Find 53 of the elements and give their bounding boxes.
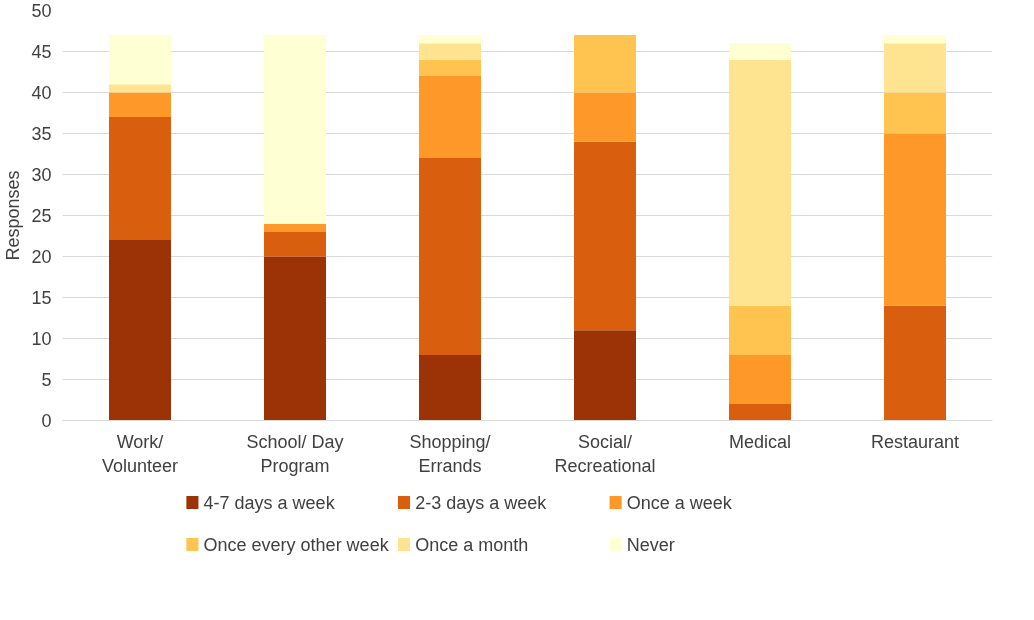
bar [884,92,946,134]
bar [884,133,946,306]
bar [729,404,791,421]
legend-label: Once a week [626,492,733,513]
x-tick-label: Social/ Recreational [554,431,656,476]
y-axis-title: Responses [3,170,24,261]
y-tick-label: 20 [31,247,52,267]
bar [884,305,946,421]
y-tick-label: 45 [31,42,52,62]
legend-label: Once every other week [203,534,390,555]
bar [419,76,481,159]
y-tick-label: 25 [31,206,52,226]
x-tick-label: Restaurant [870,431,960,452]
bar [884,35,946,44]
legend-label: Once a month [415,534,529,555]
bar [729,43,791,60]
y-tick-label: 10 [31,329,52,349]
y-tick-label: 30 [31,165,52,185]
bar [729,354,791,405]
x-tick-label: Work/ Volunteer [101,431,179,476]
legend-label: Never [626,534,675,555]
bar [419,354,481,421]
bar [109,117,171,241]
bar [264,256,326,421]
bar [109,240,171,421]
legend-label: 2-3 days a week [415,492,548,513]
bar [729,59,791,306]
bar [109,92,171,118]
bar [419,59,481,77]
x-tick-label: Medical [728,431,792,452]
bar [574,35,636,93]
y-tick-label: 0 [41,411,52,431]
y-tick-label: 50 [31,1,52,21]
bar [109,84,171,93]
bar [419,43,481,60]
y-tick-label: 40 [31,83,52,103]
bar [574,330,636,421]
x-tick-label: School/ Day Program [246,431,344,476]
bar [264,223,326,232]
bar [419,35,481,44]
y-tick-label: 35 [31,124,52,144]
bar [264,35,326,224]
bar [884,43,946,93]
bar [574,141,636,331]
bar [574,92,636,142]
y-tick-label: 15 [31,288,52,308]
x-tick-label: Shopping/ Errands [409,431,491,476]
y-tick-label: 5 [41,370,52,390]
bar [109,35,171,85]
legend-label: 4-7 days a week [203,492,336,513]
bar [419,158,481,355]
bar [264,231,326,257]
bar [729,305,791,355]
